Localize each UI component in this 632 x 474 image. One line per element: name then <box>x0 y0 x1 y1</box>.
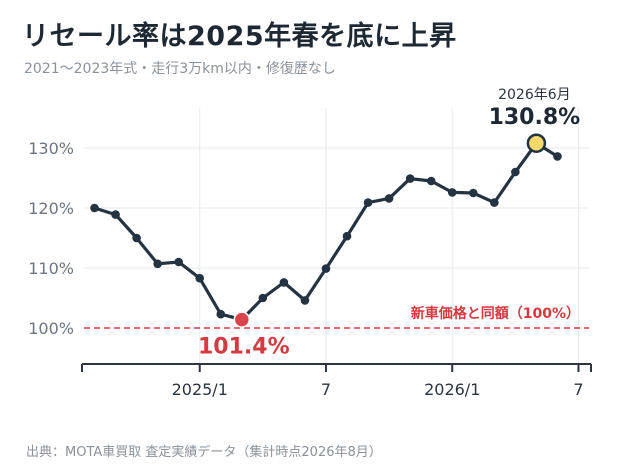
data-point <box>490 198 499 207</box>
axis-layer: 100% 110% 120% 130% 2025/1 7 2026/1 7 <box>28 139 592 399</box>
y-tick-label: 120% <box>28 199 74 218</box>
data-point <box>90 203 99 213</box>
reference-layer: 新車価格と同額（100%） <box>84 305 589 329</box>
chart-title: リセール率は2025年春を底に上昇 <box>22 21 457 52</box>
series-layer <box>90 141 562 322</box>
max-value-label: 130.8% <box>489 105 581 130</box>
grid-layer <box>84 108 589 364</box>
data-point <box>468 188 478 198</box>
data-point <box>279 278 289 287</box>
y-tick-label: 130% <box>28 139 74 158</box>
min-value-label: 101.4% <box>198 335 290 360</box>
y-tick-label: 110% <box>28 259 74 278</box>
x-tick-label: 7 <box>573 380 583 399</box>
data-point <box>132 233 141 243</box>
data-point <box>363 198 373 207</box>
max-point-marker <box>526 133 547 153</box>
data-point <box>321 264 331 273</box>
data-point <box>216 309 226 319</box>
chart-subtitle: 2021〜2023年式・走行3万km以内・修復歴なし <box>24 61 336 77</box>
data-point <box>111 210 120 219</box>
min-point-marker <box>233 311 251 328</box>
data-point <box>258 293 268 303</box>
y-tick-label: 100% <box>28 319 74 338</box>
data-point <box>511 167 520 177</box>
data-point <box>153 259 162 269</box>
data-point <box>195 273 205 283</box>
x-tick-label: 7 <box>321 380 331 399</box>
data-point <box>553 152 562 161</box>
data-point <box>174 257 183 267</box>
x-tick-label: 2025/1 <box>172 380 228 399</box>
marker-layer <box>233 133 547 328</box>
reference-label: 新車価格と同額（100%） <box>411 305 580 322</box>
data-point <box>426 176 436 186</box>
x-tick-label: 2026/1 <box>424 380 480 399</box>
data-point <box>342 231 352 241</box>
max-date-label: 2026年6月 <box>498 87 571 103</box>
source-note: 出典：MOTA車買取 査定実績データ（集計時点2026年8月） <box>26 445 382 460</box>
data-point <box>384 194 394 203</box>
label-layer: 101.4% 2026年6月 130.8% <box>198 87 580 359</box>
data-point <box>300 296 310 305</box>
data-point <box>405 174 415 183</box>
data-point <box>447 188 457 197</box>
